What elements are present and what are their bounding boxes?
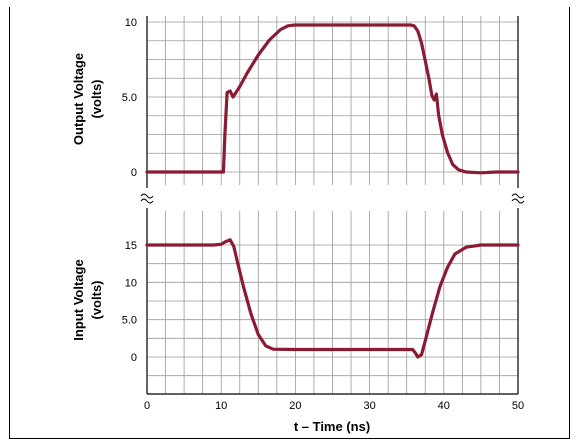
output-y-tick-label: 10 <box>125 17 137 29</box>
output-grid <box>147 16 518 185</box>
output-y-tick-label: 5.0 <box>122 92 137 104</box>
input-y-tick-label: 5.0 <box>122 315 137 327</box>
series-layer <box>145 23 520 359</box>
input-ylabel-line2: (volts) <box>89 281 104 320</box>
x-tick-label: 10 <box>215 400 227 412</box>
input-voltage-line <box>145 238 520 359</box>
chart-frame <box>9 7 570 439</box>
x-tick-label: 50 <box>512 400 524 412</box>
input-y-tick-label: 15 <box>125 240 137 252</box>
x-tick-label: 40 <box>438 400 450 412</box>
input-y-tick-label: 0 <box>131 352 137 364</box>
input-y-tick-label: 10 <box>125 277 137 289</box>
left-break-mark <box>140 198 154 204</box>
output-voltage-line <box>145 23 520 175</box>
right-break-mark <box>511 198 525 204</box>
input-grid <box>147 211 518 394</box>
x-tick-label: 0 <box>144 400 150 412</box>
output-ylabel-line2: (volts) <box>89 80 104 119</box>
x-tick-label: 20 <box>289 400 301 412</box>
break-gap <box>135 188 530 208</box>
tick-labels: 0 5.0 10 0 5.0 10 15 0 10 20 30 40 50 <box>122 17 524 412</box>
x-tick-label: 30 <box>363 400 375 412</box>
x-axis-title: t – Time (ns) <box>294 419 370 434</box>
right-break-mark <box>511 193 525 199</box>
axis-breaks <box>135 188 530 208</box>
left-break-mark <box>140 193 154 199</box>
input-ylabel-line1: Input Voltage <box>71 259 86 340</box>
output-y-tick-label: 0 <box>131 167 137 179</box>
output-ylabel-line1: Output Voltage <box>71 53 86 145</box>
